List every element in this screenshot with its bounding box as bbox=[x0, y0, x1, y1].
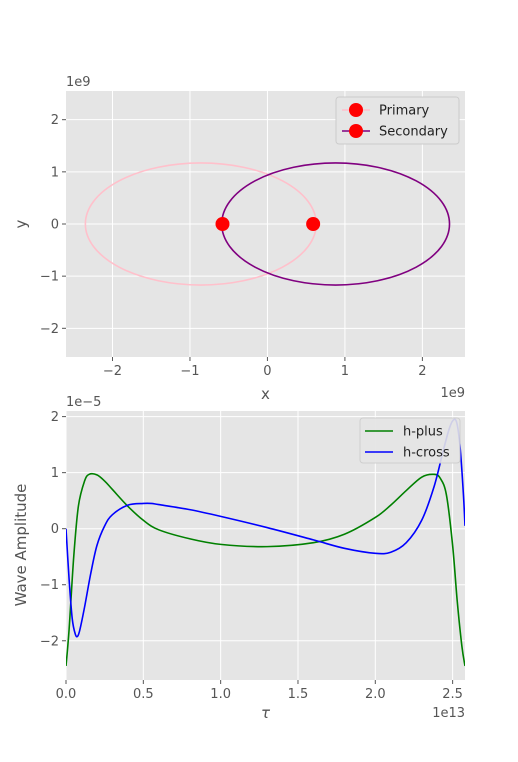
wave-y-tick-label: 0 bbox=[51, 522, 59, 537]
wave-y-tick-label: 2 bbox=[51, 410, 59, 425]
orbit-y-tick-label: −1 bbox=[40, 270, 59, 285]
wave-x-offset-label: 1e13 bbox=[432, 706, 465, 721]
wave-x-tick-label: 1.5 bbox=[288, 687, 309, 702]
orbit-axes: −2 −1 0 1 2 −2 −1 0 1 2 x y 1e9 1e9 Primary Second… bbox=[12, 75, 465, 403]
orbit-x-axis-label: x bbox=[261, 385, 270, 403]
wave-legend: h-plus h-cross bbox=[359, 417, 461, 464]
wave-y-offset-label: 1e−5 bbox=[66, 395, 101, 410]
orbit-x-offset-label: 1e9 bbox=[440, 386, 465, 401]
primary-legend-label: Primary bbox=[379, 104, 430, 119]
orbit-x-tick-label: 0 bbox=[263, 364, 271, 379]
wave-y-tick-label: 1 bbox=[51, 466, 59, 481]
wave-x-axis-label: τ bbox=[261, 704, 271, 722]
orbit-legend: Primary Secondary bbox=[335, 96, 460, 145]
orbit-ticks: −2 −1 0 1 2 −2 −1 0 1 2 bbox=[40, 113, 427, 379]
orbit-y-tick-label: −2 bbox=[40, 322, 59, 337]
wave-x-tick-label: 0.0 bbox=[56, 687, 77, 702]
h-plus-legend-label: h-plus bbox=[403, 425, 443, 440]
secondary-body-marker bbox=[306, 217, 321, 231]
wave-y-tick-label: −2 bbox=[40, 634, 59, 649]
secondary-legend-marker bbox=[349, 124, 363, 138]
primary-legend-marker bbox=[349, 103, 363, 117]
wave-x-tick-label: 0.5 bbox=[133, 687, 154, 702]
orbit-y-axis-label: y bbox=[12, 219, 30, 228]
wave-axes: 0.0 0.5 1.0 1.5 2.0 2.5 −2 −1 0 1 2 τ Wave Amplitu… bbox=[12, 395, 465, 722]
orbit-x-tick-label: −2 bbox=[103, 364, 122, 379]
wave-ticks: 0.0 0.5 1.0 1.5 2.0 2.5 −2 −1 0 1 2 bbox=[40, 410, 463, 702]
orbit-y-tick-label: 1 bbox=[51, 165, 59, 180]
orbit-data bbox=[84, 162, 451, 286]
orbit-legend-box bbox=[335, 96, 460, 145]
orbit-y-tick-label: 2 bbox=[51, 113, 59, 128]
wave-x-tick-label: 2.5 bbox=[442, 687, 463, 702]
orbit-y-offset-label: 1e9 bbox=[66, 75, 91, 90]
wave-x-tick-label: 2.0 bbox=[365, 687, 386, 702]
wave-grid bbox=[65, 411, 465, 680]
primary-body-marker bbox=[215, 217, 230, 231]
wave-y-tick-label: −1 bbox=[40, 578, 59, 593]
h-plus-series-line bbox=[66, 472, 465, 667]
orbit-x-tick-label: 2 bbox=[418, 364, 426, 379]
wave-y-axis-label: Wave Amplitude bbox=[12, 484, 30, 607]
orbit-x-tick-label: −1 bbox=[180, 364, 199, 379]
secondary-legend-label: Secondary bbox=[379, 125, 448, 140]
h-cross-legend-label: h-cross bbox=[403, 446, 450, 461]
orbit-x-tick-label: 1 bbox=[341, 364, 349, 379]
orbit-y-tick-label: 0 bbox=[51, 218, 59, 233]
wave-x-tick-label: 1.0 bbox=[210, 687, 231, 702]
